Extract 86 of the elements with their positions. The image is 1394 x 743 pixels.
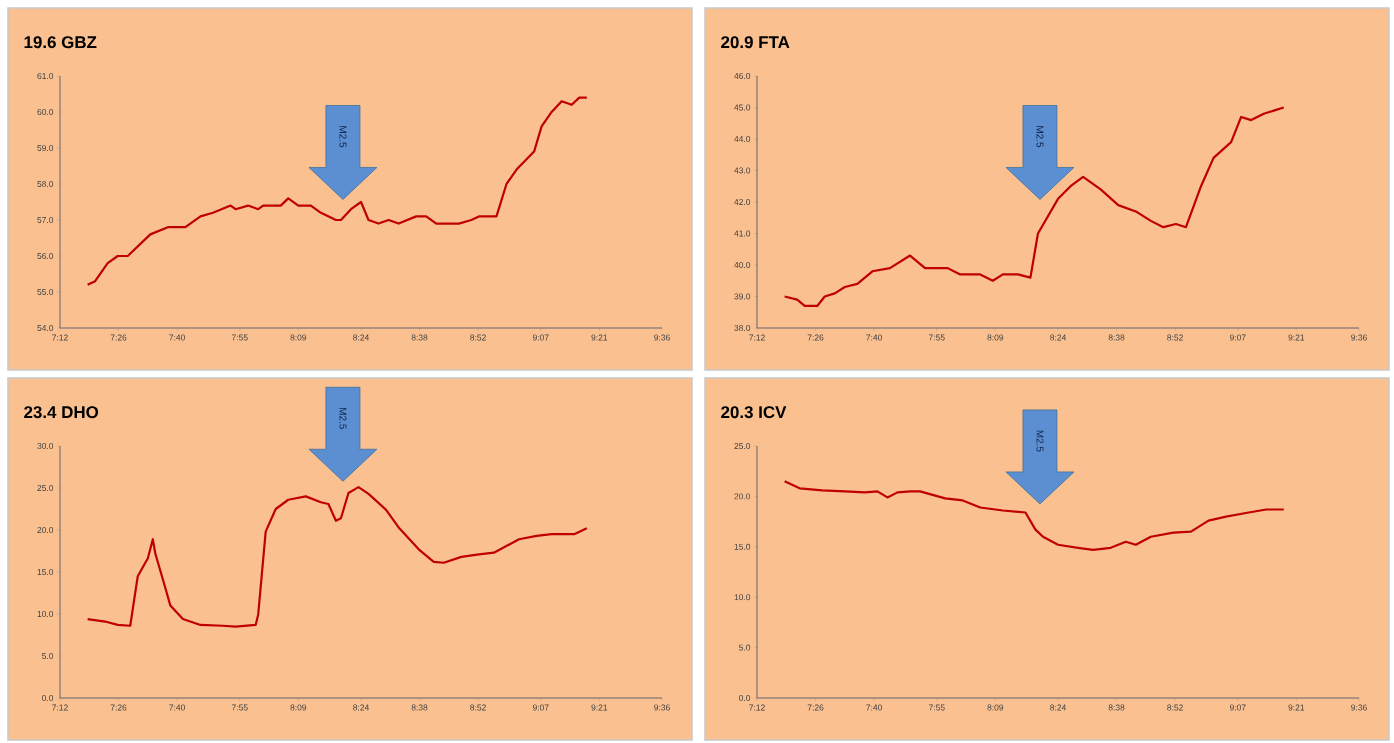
x-tick-label: 8:24 (1050, 334, 1067, 341)
line-series (86, 96, 588, 286)
x-tick-label: 8:24 (353, 704, 370, 711)
y-tick-label: 5.0 (739, 644, 751, 651)
y-tick-label: 58.0 (37, 181, 54, 187)
x-tick-label: 7:26 (110, 704, 127, 711)
x-tick-label: 9:21 (591, 334, 608, 341)
x-tick-label: 9:21 (591, 704, 608, 711)
y-tick-label: 43.0 (734, 167, 751, 174)
y-tick-label: 54.0 (37, 325, 54, 331)
x-tick-label: 8:52 (470, 334, 486, 341)
y-tick-label: 42.0 (734, 199, 751, 205)
chart-title: 23.4 DHO (24, 406, 99, 419)
x-tick-label: 9:07 (532, 334, 549, 341)
y-tick-label: 41.0 (734, 230, 751, 237)
x-tick-label: 7:55 (928, 704, 945, 711)
x-tick-label: 8:09 (290, 704, 307, 711)
x-tick-label: 8:38 (1108, 334, 1125, 341)
x-tick-label: 7:40 (169, 704, 185, 711)
y-tick-label: 61.0 (37, 73, 54, 79)
x-tick-label: 7:40 (866, 704, 882, 711)
y-tick-label: 30.0 (37, 443, 54, 449)
x-tick-label: 7:26 (110, 334, 127, 341)
x-tick-label: 7:55 (231, 704, 248, 711)
chart-title: 20.9 FTA (721, 36, 790, 49)
y-tick-label: 59.0 (37, 145, 54, 151)
y-tick-label: 5.0 (42, 653, 54, 659)
y-tick-label: 56.0 (37, 253, 54, 259)
x-tick-label: 9:21 (1288, 334, 1305, 341)
chart-title: 19.6 GBZ (24, 36, 97, 49)
x-tick-label: 7:26 (807, 704, 824, 711)
annotation: M2.5 (1036, 126, 1044, 148)
chart-title: 20.3 ICV (721, 406, 787, 419)
y-tick-label: 15.0 (37, 569, 54, 575)
x-tick-label: 7:12 (749, 334, 765, 341)
y-tick-label: 25.0 (734, 443, 751, 449)
x-tick-label: 9:07 (532, 704, 549, 711)
y-tick-label: 45.0 (734, 104, 751, 111)
annotation: M2.5 (339, 126, 347, 148)
y-tick-label: 10.0 (37, 611, 54, 617)
x-tick-label: 8:09 (987, 334, 1004, 341)
line-series (86, 486, 588, 628)
y-tick-label: 57.0 (37, 217, 54, 223)
y-tick-label: 15.0 (734, 543, 751, 550)
x-tick-label: 9:36 (1351, 334, 1367, 341)
y-tick-label: 0.0 (42, 695, 54, 701)
y-tick-label: 55.0 (37, 289, 54, 295)
x-tick-label: 9:21 (1288, 704, 1305, 711)
x-tick-label: 7:55 (231, 334, 248, 341)
y-tick-label: 40.0 (734, 262, 751, 268)
y-tick-label: 44.0 (734, 136, 751, 142)
x-tick-label: 7:40 (169, 334, 185, 341)
y-tick-label: 25.0 (37, 485, 54, 491)
y-tick-label: 39.0 (734, 293, 751, 300)
line-series (783, 480, 1285, 551)
x-tick-label: 7:40 (866, 334, 882, 341)
x-tick-label: 9:36 (1351, 704, 1367, 711)
x-tick-label: 8:09 (290, 334, 307, 341)
x-tick-label: 7:12 (52, 334, 68, 341)
line-series (783, 106, 1285, 308)
x-tick-label: 8:38 (1108, 704, 1125, 711)
x-tick-label: 8:38 (411, 704, 428, 711)
x-tick-label: 8:38 (411, 334, 428, 341)
x-tick-label: 9:07 (1229, 704, 1246, 711)
x-tick-label: 8:52 (1167, 334, 1183, 341)
x-tick-label: 7:26 (807, 334, 824, 341)
y-tick-label: 10.0 (734, 594, 751, 601)
y-tick-label: 0.0 (739, 695, 751, 701)
annotation: M2.5 (1036, 430, 1044, 452)
x-tick-label: 7:55 (928, 334, 945, 341)
x-tick-label: 8:09 (987, 704, 1004, 711)
y-tick-label: 20.0 (37, 527, 54, 533)
x-tick-label: 8:24 (353, 334, 370, 341)
y-tick-label: 38.0 (734, 325, 751, 331)
x-tick-label: 7:12 (749, 704, 765, 711)
y-tick-label: 20.0 (734, 493, 751, 500)
x-tick-label: 9:07 (1229, 334, 1246, 341)
text: M2.5 (339, 408, 347, 429)
x-tick-label: 9:36 (654, 704, 670, 711)
x-tick-label: 8:52 (470, 704, 486, 711)
x-tick-label: 8:52 (1167, 704, 1183, 711)
x-tick-label: 8:24 (1050, 704, 1067, 711)
x-tick-label: 9:36 (654, 334, 670, 341)
y-tick-label: 60.0 (37, 109, 54, 115)
x-tick-label: 7:12 (52, 704, 68, 711)
y-tick-label: 46.0 (734, 73, 751, 79)
